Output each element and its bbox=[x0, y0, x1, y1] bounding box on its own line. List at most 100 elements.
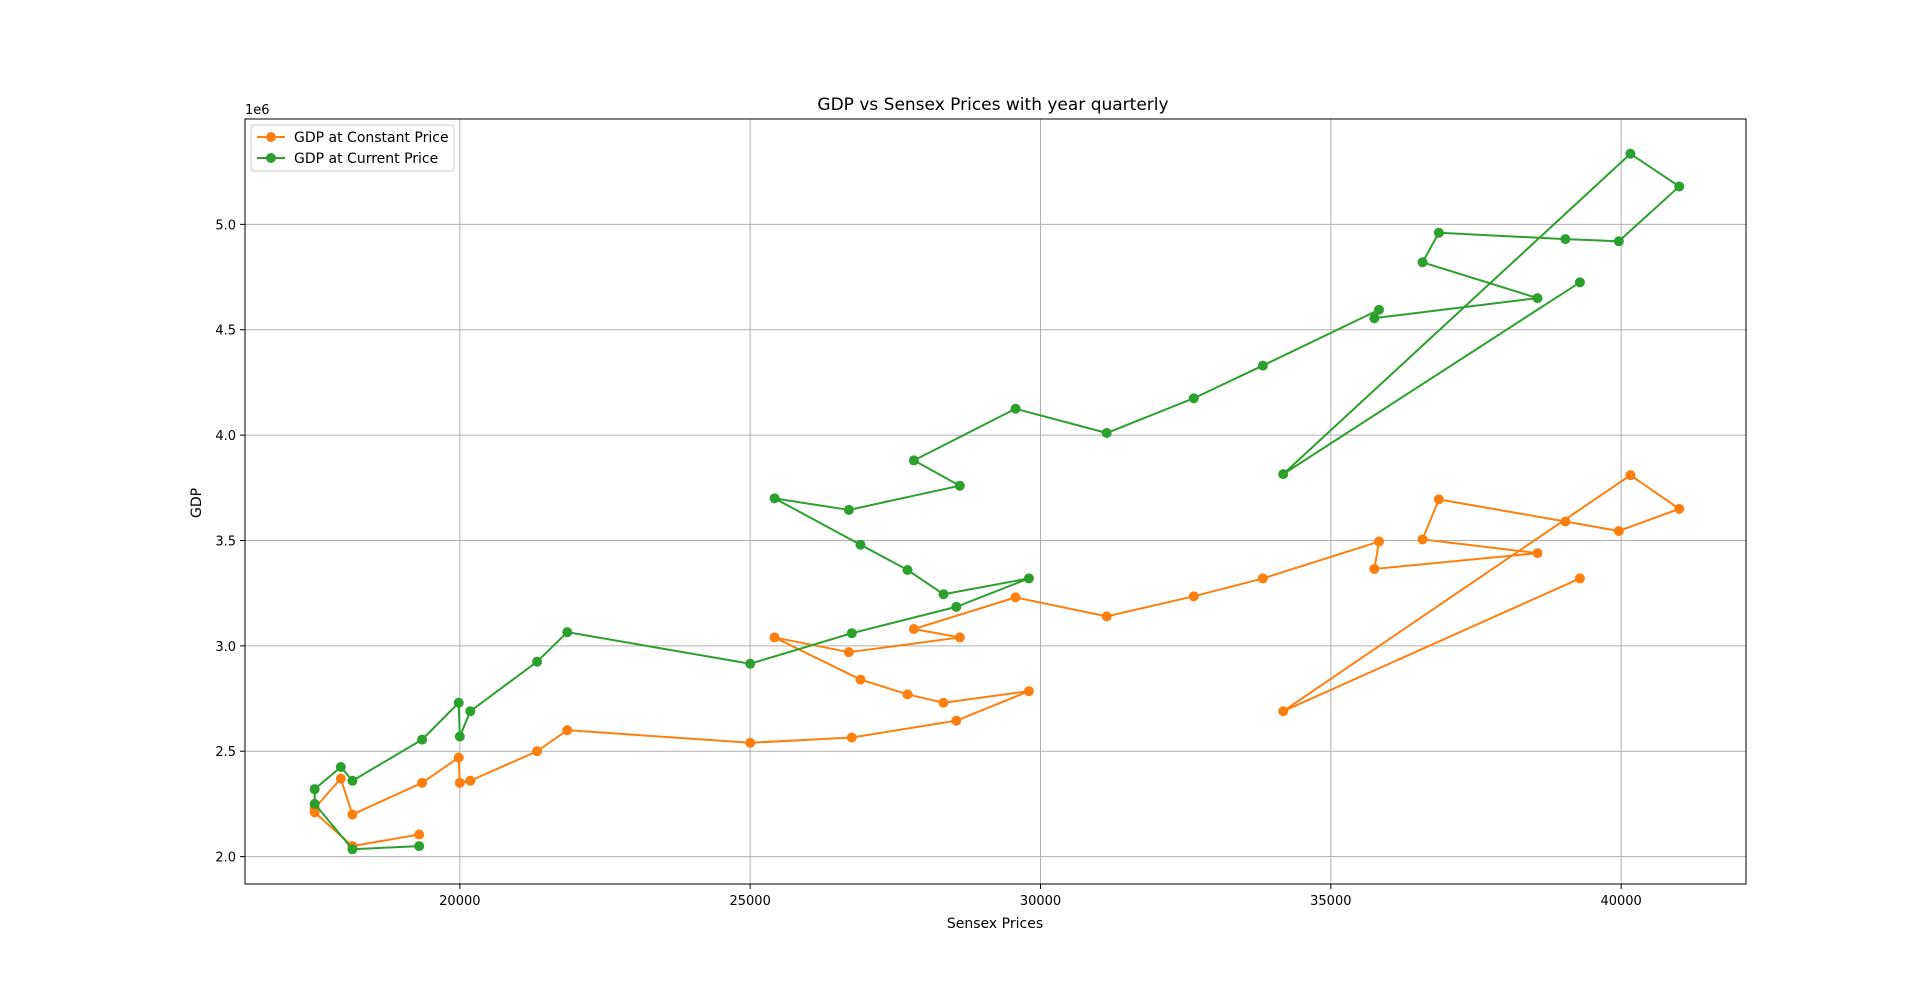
data-point bbox=[562, 627, 573, 638]
data-point bbox=[453, 752, 464, 763]
data-point bbox=[769, 632, 780, 643]
data-point bbox=[938, 697, 949, 708]
data-point bbox=[454, 731, 465, 742]
data-point bbox=[1433, 494, 1444, 505]
data-point bbox=[465, 775, 476, 786]
data-point bbox=[1257, 360, 1268, 371]
data-point bbox=[454, 777, 465, 788]
x-tick-label: 35000 bbox=[1310, 894, 1351, 909]
data-point bbox=[347, 775, 358, 786]
axis-ticks: 20000 25000 30000 35000 40000 2.0 2.5 3.0 3.5 4.0… bbox=[215, 218, 1642, 909]
x-tick-label: 40000 bbox=[1600, 894, 1641, 909]
data-point bbox=[347, 809, 358, 820]
data-point bbox=[1188, 591, 1199, 602]
data-point bbox=[1188, 393, 1199, 404]
data-point bbox=[855, 539, 866, 550]
data-point bbox=[1560, 234, 1571, 245]
x-tick-label: 30000 bbox=[1020, 894, 1061, 909]
data-point bbox=[1101, 428, 1112, 439]
data-point bbox=[1574, 277, 1585, 288]
data-point bbox=[745, 737, 756, 748]
data-point bbox=[1369, 563, 1380, 574]
legend-marker bbox=[266, 132, 276, 142]
data-point bbox=[335, 762, 346, 773]
x-tick-label: 25000 bbox=[729, 894, 770, 909]
data-point bbox=[1433, 227, 1444, 238]
legend-item: GDP at Current Price bbox=[257, 151, 438, 167]
legend-box bbox=[250, 124, 455, 172]
y-tick-label: 4.5 bbox=[215, 324, 236, 339]
data-point bbox=[1417, 534, 1428, 545]
data-point bbox=[843, 504, 854, 515]
data-point bbox=[532, 656, 543, 667]
data-point bbox=[1625, 148, 1636, 159]
y-tick-label: 5.0 bbox=[215, 218, 236, 233]
data-point bbox=[1023, 573, 1034, 584]
data-point bbox=[1560, 516, 1571, 527]
data-point bbox=[954, 480, 965, 491]
data-point bbox=[846, 628, 857, 639]
data-point bbox=[562, 725, 573, 736]
legend-marker bbox=[266, 153, 276, 163]
data-point bbox=[902, 564, 913, 575]
data-point bbox=[1023, 686, 1034, 697]
data-point bbox=[951, 601, 962, 612]
legend-label: GDP at Constant Price bbox=[294, 130, 449, 146]
data-point bbox=[1532, 548, 1543, 559]
data-point bbox=[1613, 526, 1624, 537]
data-point bbox=[908, 624, 919, 634]
series-line bbox=[313, 152, 1681, 851]
data-point bbox=[1257, 573, 1268, 584]
legend-item: GDP at Constant Price bbox=[257, 130, 449, 146]
data-point bbox=[1613, 236, 1624, 247]
y-tick-label: 3.0 bbox=[215, 640, 236, 655]
y-offset-text: 1e6 bbox=[245, 103, 270, 118]
x-axis-label: Sensex Prices bbox=[947, 916, 1043, 932]
y-tick-label: 3.5 bbox=[215, 534, 236, 549]
data-point bbox=[954, 632, 965, 643]
data-point bbox=[347, 844, 358, 855]
data-point bbox=[846, 732, 857, 743]
y-tick-label: 2.5 bbox=[215, 745, 236, 760]
data-point bbox=[855, 674, 866, 685]
data-point bbox=[1532, 293, 1543, 304]
legend: GDP at Constant Price GDP at Current Pric… bbox=[250, 124, 455, 172]
data-point bbox=[417, 777, 428, 788]
data-point bbox=[1278, 706, 1289, 717]
data-point bbox=[1374, 304, 1385, 315]
data-point bbox=[1101, 611, 1112, 622]
data-point bbox=[1674, 181, 1685, 192]
data-point bbox=[453, 697, 464, 708]
data-point bbox=[1417, 257, 1428, 268]
data-point bbox=[335, 773, 346, 784]
data-point bbox=[1010, 403, 1021, 414]
data-point bbox=[1374, 536, 1385, 547]
data-point bbox=[1278, 469, 1289, 480]
chart-title: GDP vs Sensex Prices with year quarterly bbox=[817, 95, 1168, 115]
data-point bbox=[1369, 313, 1380, 324]
data-point bbox=[1574, 573, 1585, 584]
data-point bbox=[745, 658, 756, 669]
data-point bbox=[769, 493, 780, 504]
data-point bbox=[1625, 470, 1636, 481]
data-point bbox=[1010, 592, 1021, 603]
data-point bbox=[414, 841, 425, 852]
series-layer bbox=[309, 148, 1685, 855]
data-point bbox=[465, 706, 476, 717]
series-1 bbox=[309, 470, 1685, 852]
data-point bbox=[843, 647, 854, 658]
x-tick-label: 20000 bbox=[439, 894, 480, 909]
y-tick-label: 4.0 bbox=[215, 429, 236, 444]
data-point bbox=[309, 784, 320, 795]
data-point bbox=[938, 589, 949, 600]
data-point bbox=[309, 798, 320, 809]
y-tick-label: 2.0 bbox=[215, 851, 236, 866]
data-point bbox=[417, 734, 428, 745]
y-axis-label: GDP bbox=[189, 488, 205, 518]
data-point bbox=[908, 455, 919, 466]
data-point bbox=[414, 829, 425, 840]
series-line bbox=[313, 474, 1681, 848]
series-2 bbox=[309, 148, 1685, 855]
